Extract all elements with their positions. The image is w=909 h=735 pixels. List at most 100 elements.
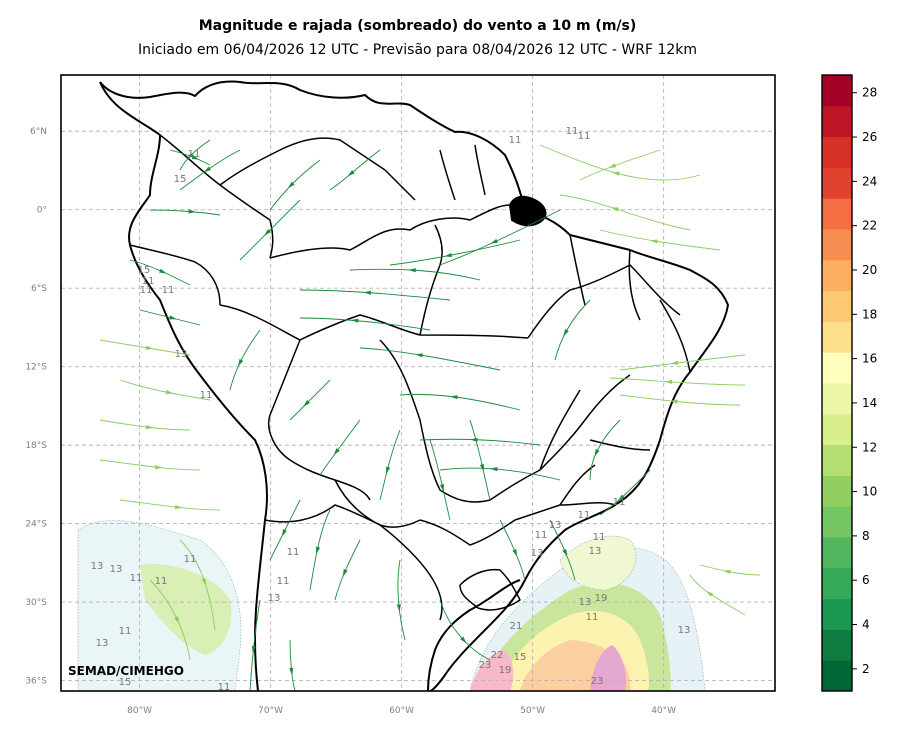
streamline	[309, 509, 331, 591]
colorbar-segment	[822, 352, 852, 384]
lat-tick-label: 12°S	[25, 363, 47, 373]
contour-label: 11	[578, 131, 591, 142]
streamline	[499, 519, 526, 581]
border-peru	[129, 244, 221, 306]
contour-label: 13	[531, 548, 544, 559]
wind-streamlines	[99, 139, 761, 691]
colorbar-tick-label: 6	[862, 573, 870, 587]
streamline	[554, 299, 591, 361]
contour-label: 13	[110, 564, 123, 575]
streamline-arrow	[386, 466, 391, 475]
streamline	[439, 467, 561, 481]
streamline-arrow	[490, 238, 498, 244]
colorbar-segment	[822, 290, 852, 322]
border-brazil-west	[219, 304, 529, 341]
lon-tick-label: 80°W	[127, 706, 152, 716]
contour-label: 11	[140, 285, 153, 296]
streamline-arrow	[237, 359, 244, 367]
colorbar-tick-label: 8	[862, 529, 870, 543]
streamline-arrow	[611, 207, 619, 212]
streamline	[439, 599, 491, 661]
lat-tick-label: 24°S	[25, 520, 47, 530]
streamline-arrow	[154, 465, 163, 470]
streamline-arrow	[188, 209, 197, 214]
lat-tick-label: 30°S	[25, 598, 47, 608]
streamline	[179, 149, 241, 191]
streamline-arrow	[347, 170, 355, 177]
contour-label: 13	[678, 625, 691, 636]
streamline	[149, 579, 191, 661]
colorbar-segment	[822, 660, 852, 692]
colorbar-segment	[822, 475, 852, 507]
streamline-arrow	[723, 569, 731, 574]
contour-label: 15	[138, 265, 151, 276]
shade-atlantic-core2	[590, 645, 627, 691]
colorbar-tick-label: 18	[862, 307, 877, 321]
colorbar-segment	[822, 136, 852, 168]
shade-southeast	[559, 535, 637, 591]
political-borders	[129, 134, 691, 621]
contour-label: 19	[595, 593, 608, 604]
streamline-arrow	[670, 360, 679, 365]
streamline	[539, 144, 701, 181]
south-america-coastline	[99, 80, 729, 691]
streamline-arrow	[444, 252, 453, 258]
contour-label: 11	[188, 149, 201, 160]
streamline-arrow	[174, 505, 183, 510]
streamline	[399, 393, 521, 411]
streamline	[439, 209, 561, 266]
streamline-arrow	[203, 166, 211, 173]
streamline-arrow	[664, 379, 673, 385]
border-ne-1	[569, 234, 691, 373]
contour-label: 11	[287, 547, 300, 558]
southern-cone-coast	[427, 579, 521, 691]
streamline	[619, 394, 741, 406]
streamline	[99, 419, 191, 431]
map-frame	[60, 74, 776, 692]
streamline	[299, 317, 431, 331]
streamline	[379, 429, 401, 501]
streamline	[299, 289, 451, 301]
streamline-arrow	[342, 569, 348, 577]
streamline-arrow	[316, 546, 321, 555]
streamline-arrow	[159, 268, 167, 274]
streamline-arrow	[363, 290, 372, 295]
streamline	[289, 639, 296, 691]
streamline-arrow	[670, 399, 678, 404]
contour-label: 23	[591, 676, 604, 687]
colorbar-tick-label: 16	[862, 352, 877, 366]
colorbar-segment	[822, 321, 852, 353]
contour-label: 11	[184, 554, 197, 565]
streamline-arrow	[145, 424, 154, 430]
streamline-arrow	[650, 239, 658, 244]
shade-pacific-mid	[140, 564, 232, 655]
lat-tick-label: 36°S	[25, 677, 47, 687]
contour-label: 11	[613, 497, 626, 508]
streamline	[389, 239, 521, 266]
streamline	[579, 149, 661, 181]
streamline-arrow	[415, 353, 423, 358]
streamline	[99, 459, 201, 471]
colorbar-segment	[822, 198, 852, 230]
lon-tick-label: 70°W	[258, 706, 283, 716]
streamline	[239, 199, 301, 261]
streamline-arrow	[617, 494, 625, 502]
border-venezuela	[219, 137, 386, 186]
streamline-arrow	[145, 345, 154, 350]
streamline-arrow	[479, 464, 484, 472]
colorbar-tick-label: 4	[862, 618, 870, 632]
border-paraguay	[334, 479, 421, 528]
streamline	[289, 379, 331, 421]
contour-label: 11	[509, 135, 522, 146]
contour-label: 13	[589, 546, 602, 557]
colorbar-tick-label: 28	[862, 86, 877, 100]
contour-label: 11	[535, 530, 548, 541]
map-gridlines	[61, 75, 775, 691]
lat-tick-label: 0°	[37, 206, 47, 216]
border-colombia	[159, 134, 274, 259]
colorbar-tick-label: 10	[862, 485, 877, 499]
border-ne-states	[527, 264, 681, 339]
border-uruguay	[459, 568, 521, 611]
